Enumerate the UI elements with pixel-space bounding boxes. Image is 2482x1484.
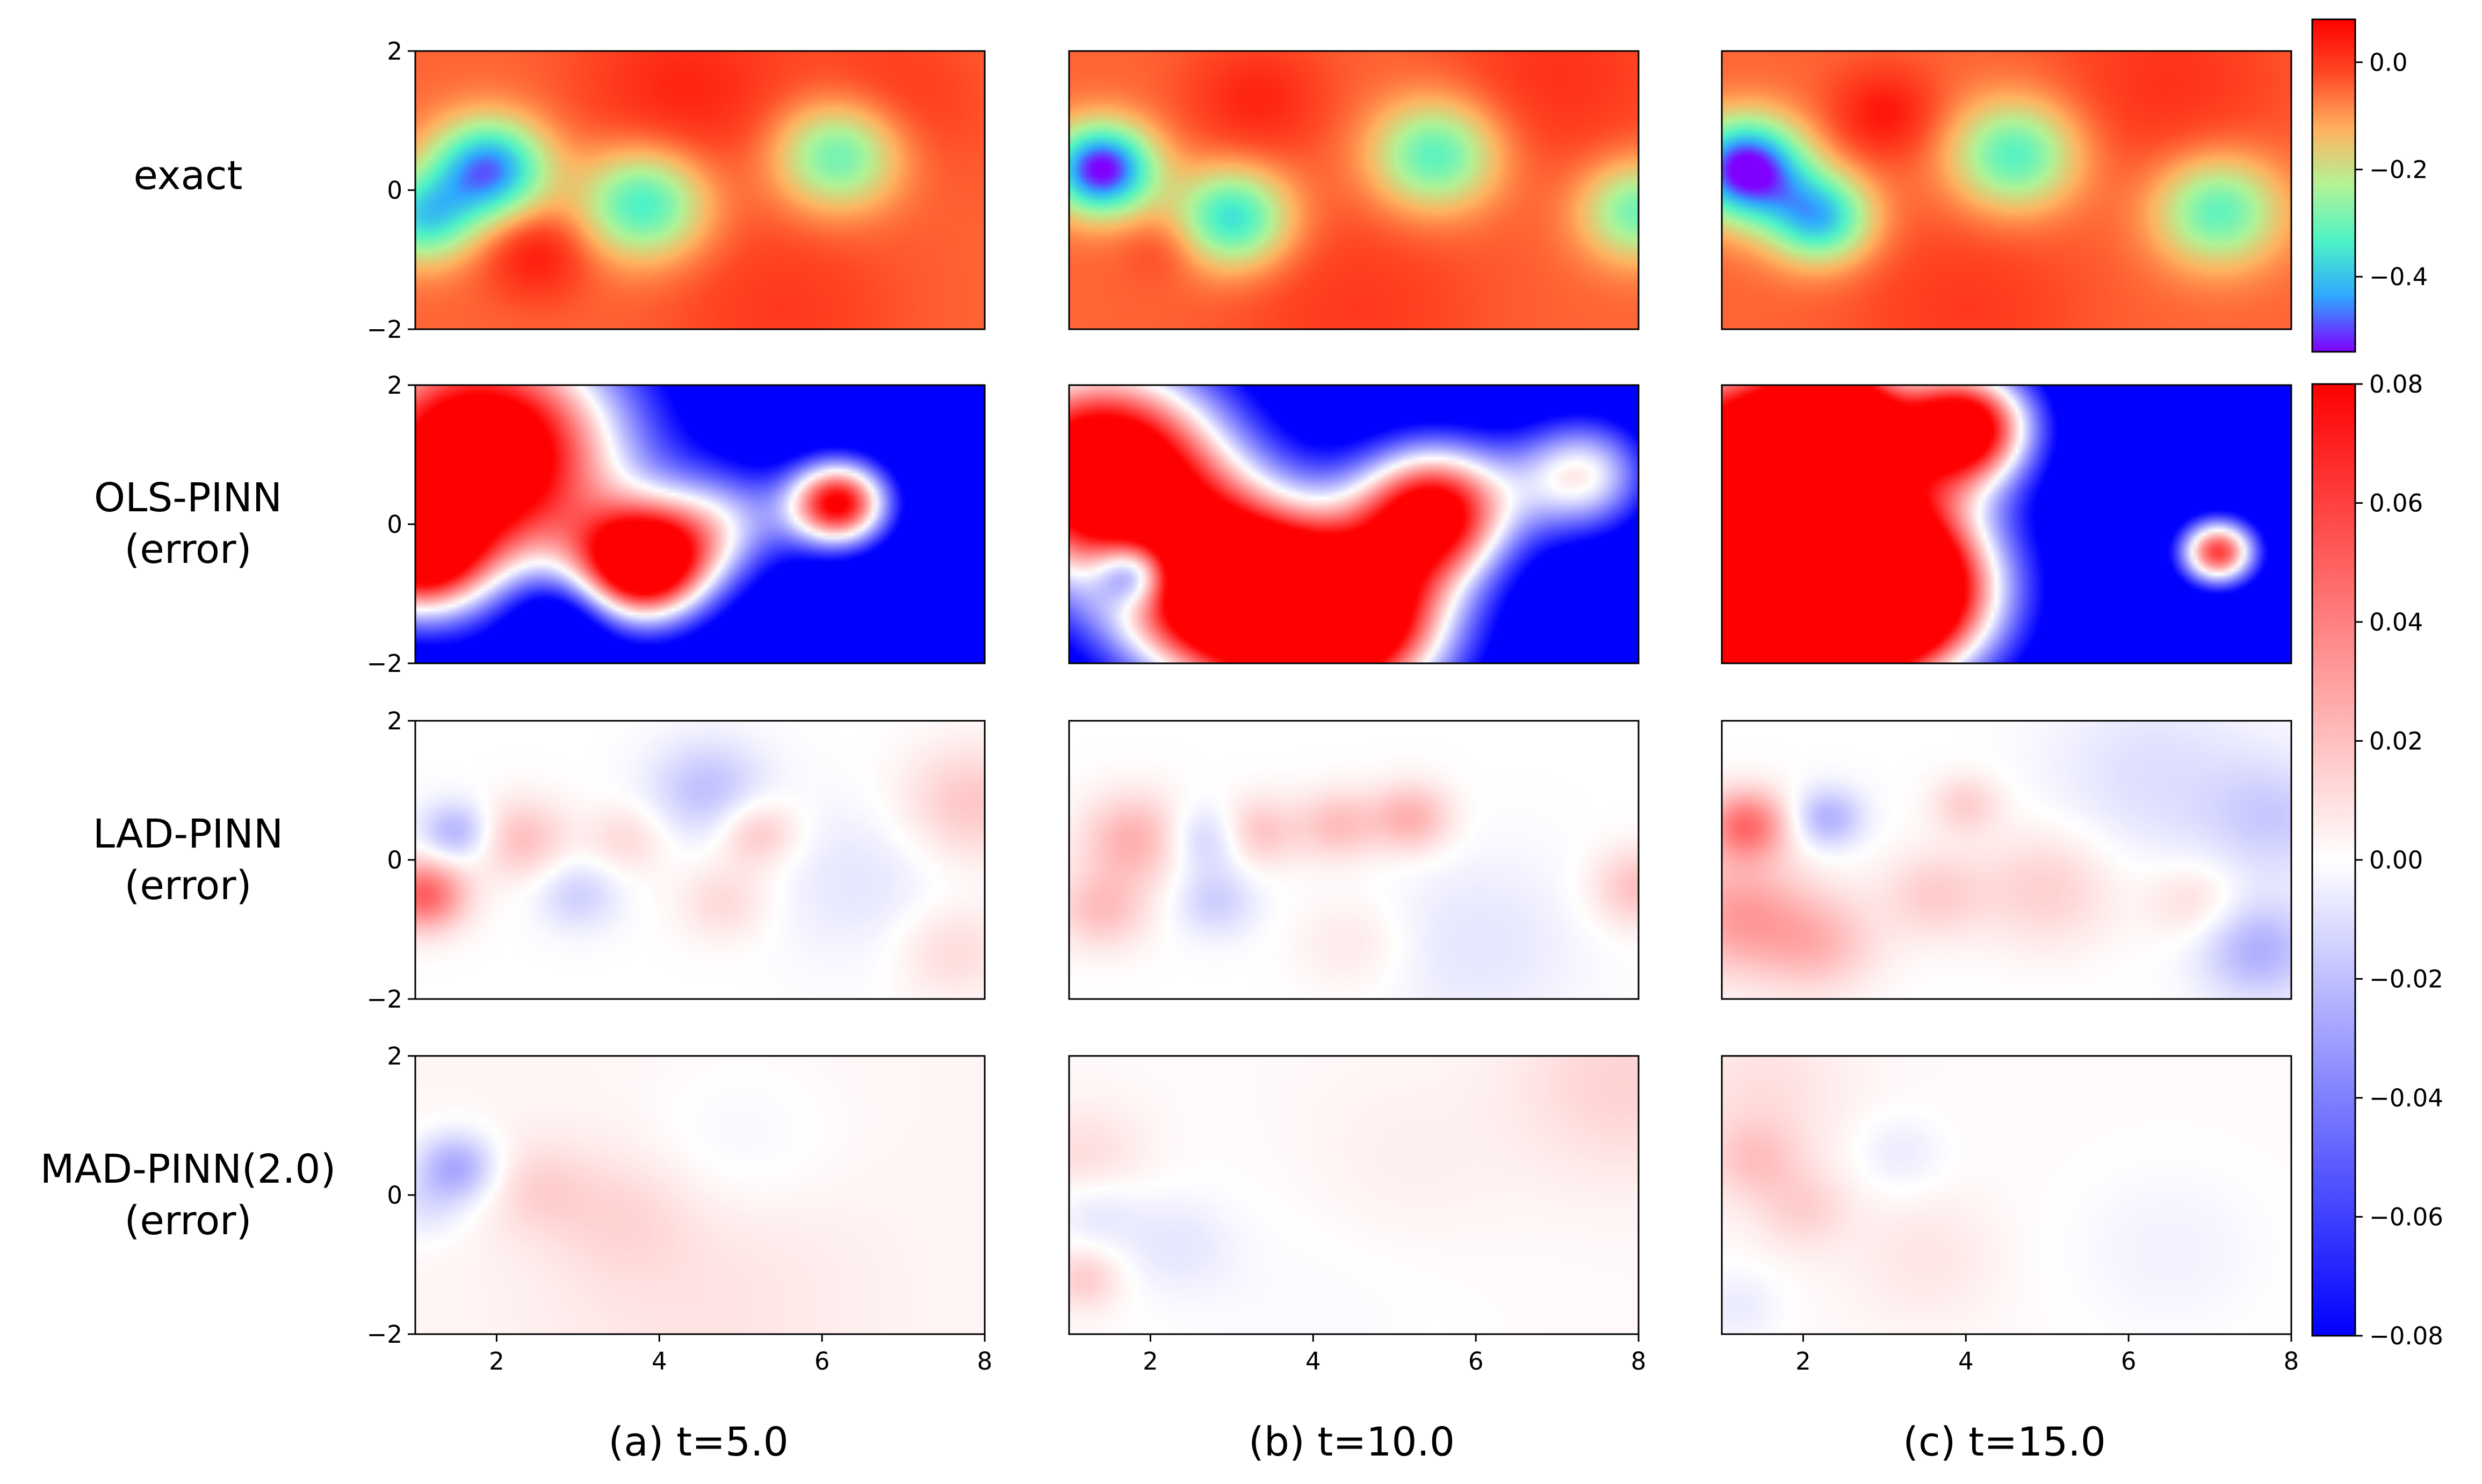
heatmap-image xyxy=(1069,51,1639,329)
colorbar-tick-label: 0.0 xyxy=(2369,48,2408,77)
y-tick-label: −2 xyxy=(367,649,402,678)
x-tick-label: 2 xyxy=(489,1347,504,1376)
heatmap-panel-r3-c0: −2 0 2 2 4 6 8 xyxy=(367,1042,993,1376)
heatmap-panel-r0-c0: −2 0 2 xyxy=(367,37,986,344)
heatmap-panel-r1-c0: −2 0 2 xyxy=(367,371,986,678)
x-tick-label: 2 xyxy=(1143,1347,1158,1376)
panel-frame xyxy=(1068,384,1640,664)
colorbar-tick-label: 0.00 xyxy=(2369,846,2423,874)
y-tick-label: 0 xyxy=(387,846,402,874)
colorbar-tick-label: 0.04 xyxy=(2369,608,2423,636)
caption-a: (a) t=5.0 xyxy=(608,1419,788,1465)
row-label-lad: LAD-PINN xyxy=(93,811,283,857)
x-tick-label: 4 xyxy=(1305,1347,1321,1376)
x-tick-label: 4 xyxy=(1958,1347,1974,1376)
y-tick-label: −2 xyxy=(367,985,402,1014)
colorbar-exact: 0.0 −0.2 −0.4 xyxy=(2311,18,2428,353)
colorbar-tick-label: −0.4 xyxy=(2369,263,2428,291)
heatmap-image xyxy=(1722,51,2291,329)
colorbar-bar xyxy=(2311,383,2356,1337)
colorbar-tick-label: 0.02 xyxy=(2369,727,2423,756)
panel-frame xyxy=(1721,720,2292,1000)
y-tick-label: 0 xyxy=(387,176,402,205)
heatmap-image xyxy=(1069,1056,1639,1334)
panel-frame xyxy=(1721,384,2292,664)
y-tick-label: 2 xyxy=(387,37,402,66)
x-tick-label: 8 xyxy=(1631,1347,1647,1376)
heatmap-panel-r2-c2 xyxy=(1721,720,2292,1000)
heatmap-panel-r2-c0: −2 0 2 xyxy=(367,707,986,1014)
x-tick-label: 8 xyxy=(2284,1347,2299,1376)
row-label-exact: exact xyxy=(133,153,242,199)
panel-frame xyxy=(1068,50,1640,330)
row-label-mad: MAD-PINN(2.0) xyxy=(40,1146,336,1192)
colorbar-bar xyxy=(2311,18,2356,353)
y-tick-label: −2 xyxy=(367,1320,402,1349)
y-tick-label: 0 xyxy=(387,1181,402,1210)
heatmap-image xyxy=(415,721,985,999)
colorbars: 0.0 −0.2 −0.4 0.08 0.06 0.04 0.02 0.00 −0.02 −0.0… xyxy=(2311,18,2443,1350)
panel-frame xyxy=(1721,1055,2292,1335)
heatmap-image xyxy=(415,1056,985,1334)
y-tick-label: 2 xyxy=(387,707,402,735)
heatmap-image xyxy=(1722,721,2291,999)
heatmap-image xyxy=(1722,385,2291,663)
heatmap-image xyxy=(1069,385,1639,663)
heatmap-panel-r0-c1 xyxy=(1068,50,1640,330)
heatmap-grid: −2 0 2 −2 0 2 −2 0 2 −2 0 2 2 4 6 8 2 4 6 8 2 4 6 8 xyxy=(367,37,2299,1376)
y-tick-label: 0 xyxy=(387,510,402,539)
heatmap-image xyxy=(1722,1056,2291,1334)
row-label-ols-sub: (error) xyxy=(125,526,252,573)
heatmap-image xyxy=(415,51,985,329)
x-tick-label: 4 xyxy=(652,1347,667,1376)
colorbar-tick-label: −0.02 xyxy=(2369,965,2443,994)
caption-c: (c) t=15.0 xyxy=(1903,1419,2106,1465)
row-label-mad-sub: (error) xyxy=(125,1198,252,1244)
colorbar-tick-label: −0.06 xyxy=(2369,1203,2443,1232)
colorbar-tick-label: −0.08 xyxy=(2369,1322,2443,1350)
heatmap-panel-r1-c1 xyxy=(1068,384,1640,664)
panel-frame xyxy=(1721,50,2292,330)
caption-b: (b) t=10.0 xyxy=(1249,1419,1455,1465)
x-tick-label: 2 xyxy=(1795,1347,1811,1376)
heatmap-panel-r3-c2: 2 4 6 8 xyxy=(1721,1055,2299,1376)
colorbar-tick-label: −0.04 xyxy=(2369,1084,2443,1112)
heatmap-panel-r2-c1 xyxy=(1068,720,1640,1000)
heatmap-image xyxy=(1069,721,1639,999)
panel-frame xyxy=(1068,720,1640,1000)
heatmap-panel-r3-c1: 2 4 6 8 xyxy=(1068,1055,1647,1376)
row-label-lad-sub: (error) xyxy=(125,863,252,909)
heatmap-panel-r0-c2 xyxy=(1721,50,2292,330)
colorbar-tick-label: −0.2 xyxy=(2369,156,2428,184)
y-tick-label: 2 xyxy=(387,371,402,400)
heatmap-image xyxy=(415,385,985,663)
colorbar-tick-label: 0.06 xyxy=(2369,489,2423,518)
x-tick-label: 8 xyxy=(977,1347,993,1376)
heatmap-panel-r1-c2 xyxy=(1721,384,2292,664)
x-tick-label: 6 xyxy=(1468,1347,1484,1376)
x-tick-label: 6 xyxy=(2121,1347,2137,1376)
row-label-ols: OLS-PINN xyxy=(94,475,282,521)
colorbar-error: 0.08 0.06 0.04 0.02 0.00 −0.02 −0.04 −0.06 −0.08 xyxy=(2311,370,2443,1350)
panel-frame xyxy=(1068,1055,1640,1335)
colorbar-tick-label: 0.08 xyxy=(2369,370,2423,399)
y-tick-label: 2 xyxy=(387,1042,402,1070)
y-tick-label: −2 xyxy=(367,315,402,344)
x-tick-label: 6 xyxy=(814,1347,830,1376)
